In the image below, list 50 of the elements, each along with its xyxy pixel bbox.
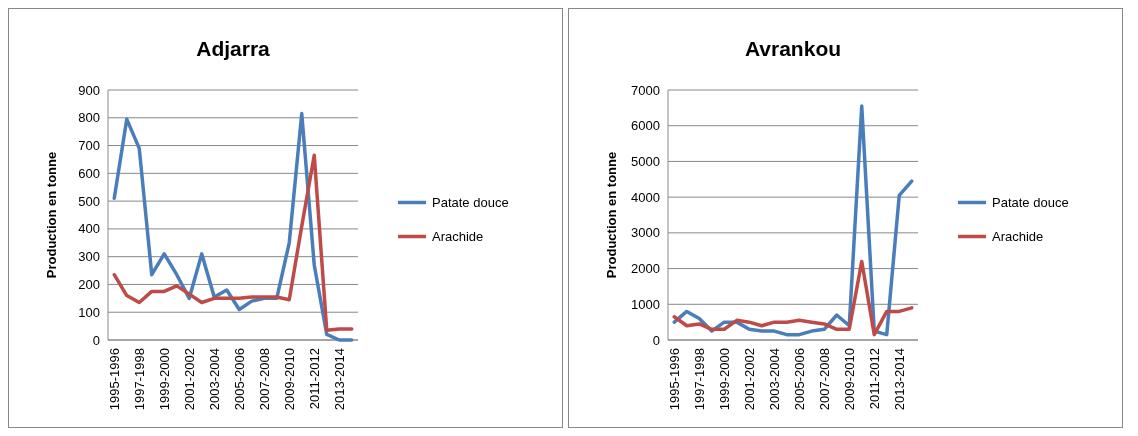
y-tick-label: 5000 [631,153,660,169]
y-tick-label: 7000 [631,82,660,98]
line-series [112,111,354,342]
y-tick-label: 0 [92,332,100,348]
y-tick-label: 100 [78,304,100,320]
y-tick-label: 4000 [631,189,660,205]
x-tick-label: 2007-2008 [256,348,272,411]
x-tick-label: 2009-2010 [841,348,857,411]
x-tick-label: 2001-2002 [741,348,757,411]
y-tick-label: 2000 [631,261,660,277]
x-tick-label: 1995-1996 [666,348,682,411]
y-tick-label: 800 [78,110,100,126]
x-tick-label: 2007-2008 [816,348,832,411]
x-tick-label: 1995-1996 [106,348,122,411]
x-tick-label: 2005-2006 [231,348,247,411]
x-tick-label: 2011-2012 [306,348,322,410]
line-series [672,259,914,337]
y-tick-label: 300 [78,249,100,265]
legend-label: Patate douce [992,195,1069,211]
x-tick-label: 2003-2004 [206,348,222,411]
x-tick-label: 1997-1998 [131,348,147,411]
x-tick-label: 1997-1998 [691,348,707,411]
y-tick-label: 600 [78,165,100,181]
chart-title: Adjarra [196,37,271,60]
y-tick-label: 3000 [631,225,660,241]
y-axis-title: Production en tonne [604,151,619,279]
legend-label: Patate douce [432,195,509,211]
x-tick-label: 2013-2014 [891,348,907,411]
x-tick-label: 2009-2010 [281,348,297,411]
x-tick-label: 2003-2004 [766,348,782,411]
x-tick-label: 1999-2000 [156,348,172,411]
x-tick-label: 2011-2012 [866,348,882,410]
legend-label: Arachide [992,229,1044,245]
chart-title: Avrankou [744,37,842,60]
y-tick-label: 400 [78,221,100,237]
y-tick-label: 500 [78,193,100,209]
line-series [672,104,914,337]
y-tick-label: 1000 [631,296,660,312]
y-tick-label: 700 [78,138,100,154]
line-series [112,153,354,333]
y-tick-label: 0 [652,332,660,348]
y-tick-label: 200 [78,276,100,292]
y-tick-label: 900 [78,82,100,98]
x-tick-label: 2001-2002 [181,348,197,411]
x-tick-label: 2005-2006 [791,348,807,411]
x-tick-label: 2013-2014 [331,348,347,411]
legend-label: Arachide [432,229,484,245]
x-tick-label: 1999-2000 [716,348,732,411]
y-axis-title: Production en tonne [44,151,59,279]
y-tick-label: 6000 [631,118,660,134]
